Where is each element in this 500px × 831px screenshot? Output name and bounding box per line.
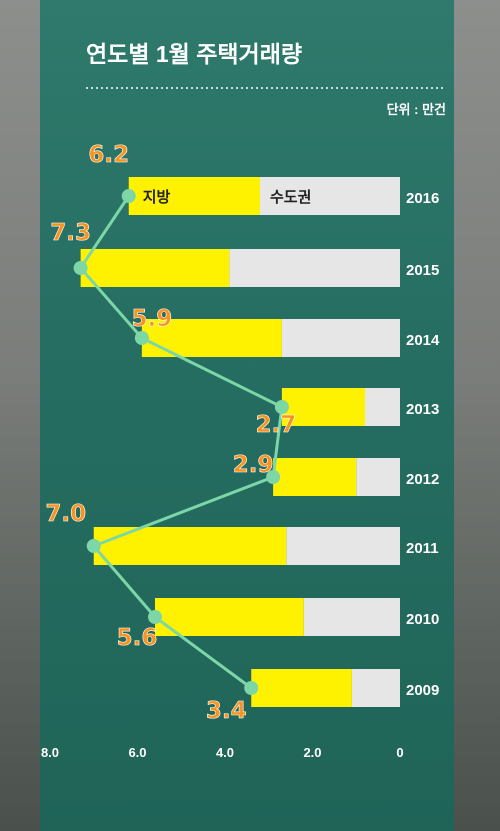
bar-local-2015 (80, 249, 230, 287)
x-tick-0: 8.0 (41, 745, 59, 760)
x-tick-2: 4.0 (216, 745, 234, 760)
total-label-2010: 5.6 (117, 625, 158, 651)
total-marker-2016 (121, 189, 136, 203)
year-label-2011: 2011 (406, 540, 439, 557)
chart-title: 연도별 1월 주택거래량 (86, 41, 302, 67)
total-label-2013: 2.7 (256, 412, 297, 438)
year-label-2013: 2013 (406, 401, 439, 418)
total-label-2015: 7.3 (50, 220, 91, 246)
total-label-2011: 7.0 (45, 501, 86, 527)
bar-capital-2015 (229, 249, 400, 287)
year-label-2009: 2009 (406, 682, 439, 699)
bar-capital-2010 (303, 598, 400, 636)
bar-local-2012 (273, 458, 357, 496)
bar-capital-2016 (260, 177, 400, 215)
bar-capital-2013 (365, 388, 400, 426)
bars-group (80, 177, 400, 707)
total-line-group (73, 189, 289, 695)
year-label-2012: 2012 (406, 471, 439, 488)
bar-local-2010 (155, 598, 304, 636)
bar-local-2013 (281, 388, 365, 426)
total-marker-2012 (266, 470, 281, 484)
labels-group: 2016 2015 2014 2013 2012 2011 2010 2009 지방 수도권 6.2… (45, 142, 440, 725)
x-tick-1: 6.0 (128, 745, 146, 760)
total-marker-2009 (244, 681, 259, 695)
year-label-2014: 2014 (406, 332, 440, 349)
total-marker-2010 (148, 610, 162, 624)
bar-capital-2014 (281, 319, 400, 357)
total-label-2016: 6.2 (88, 142, 129, 168)
bar-capital-2011 (286, 527, 400, 565)
unit-label: 단위 : 만건 (387, 102, 446, 117)
total-marker-2015 (73, 261, 88, 275)
total-marker-2014 (134, 331, 149, 345)
bar-capital-2009 (351, 669, 400, 707)
total-label-2009: 3.4 (206, 698, 247, 724)
year-label-2010: 2010 (406, 611, 439, 628)
total-label-2012: 2.9 (233, 452, 274, 478)
year-label-2016: 2016 (406, 190, 439, 207)
x-tick-3: 2.0 (303, 745, 321, 760)
bar-local-2009 (251, 669, 352, 707)
x-tick-4: 0 (396, 745, 403, 760)
legend-local: 지방 (143, 188, 171, 206)
x-axis-ticks: 8.0 6.0 4.0 2.0 0 (41, 745, 404, 760)
bar-local-2016 (128, 177, 260, 215)
bar-capital-2012 (356, 458, 400, 496)
total-marker-2013 (274, 400, 289, 414)
total-line (78, 195, 284, 690)
year-label-2015: 2015 (406, 262, 439, 279)
bar-local-2011 (93, 527, 287, 565)
total-label-2014: 5.9 (132, 306, 173, 332)
total-marker-2011 (86, 539, 101, 553)
legend-capital: 수도권 (270, 188, 311, 206)
